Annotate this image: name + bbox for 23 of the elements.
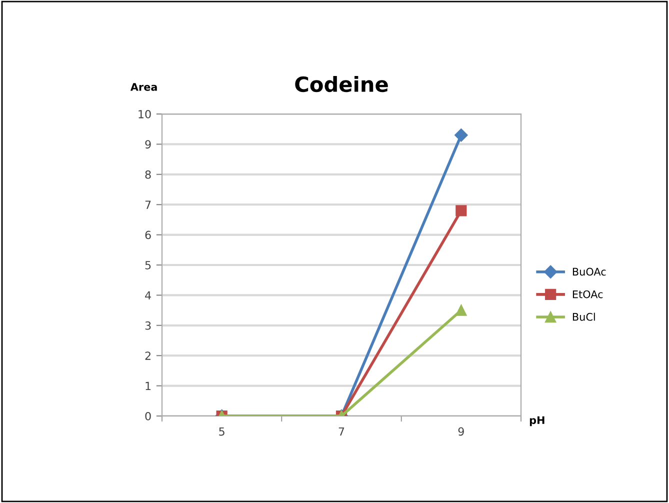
legend-label: EtOAc: [572, 290, 603, 298]
y-tick-label: 5: [145, 261, 151, 270]
point: [456, 304, 467, 316]
y-tick-label: 4: [145, 291, 151, 300]
y-tick-label: 9: [145, 140, 151, 149]
x-axis-title: pH: [530, 416, 544, 426]
y-tick-label: 3: [145, 321, 151, 330]
x-tick-label: 9: [458, 427, 464, 436]
y-axis-title: Area: [130, 83, 157, 91]
y-tick-label: 1: [146, 382, 151, 390]
y-tick-label: 7: [145, 200, 151, 209]
chart-title: Codeine: [295, 76, 388, 92]
y-tick-label: 8: [145, 170, 151, 179]
y-tick-label: 2: [145, 352, 150, 360]
y-tick-label: 0: [145, 412, 151, 420]
x-tick-label: 7: [338, 427, 344, 436]
x-tick-label: 5: [219, 427, 224, 436]
point: [456, 205, 467, 216]
legend-label: BuOAc: [572, 268, 606, 276]
legend-label: BuCl: [572, 312, 595, 321]
y-tick-label: 10: [138, 110, 151, 118]
point: [454, 128, 468, 142]
y-tick-label: 6: [145, 230, 151, 240]
